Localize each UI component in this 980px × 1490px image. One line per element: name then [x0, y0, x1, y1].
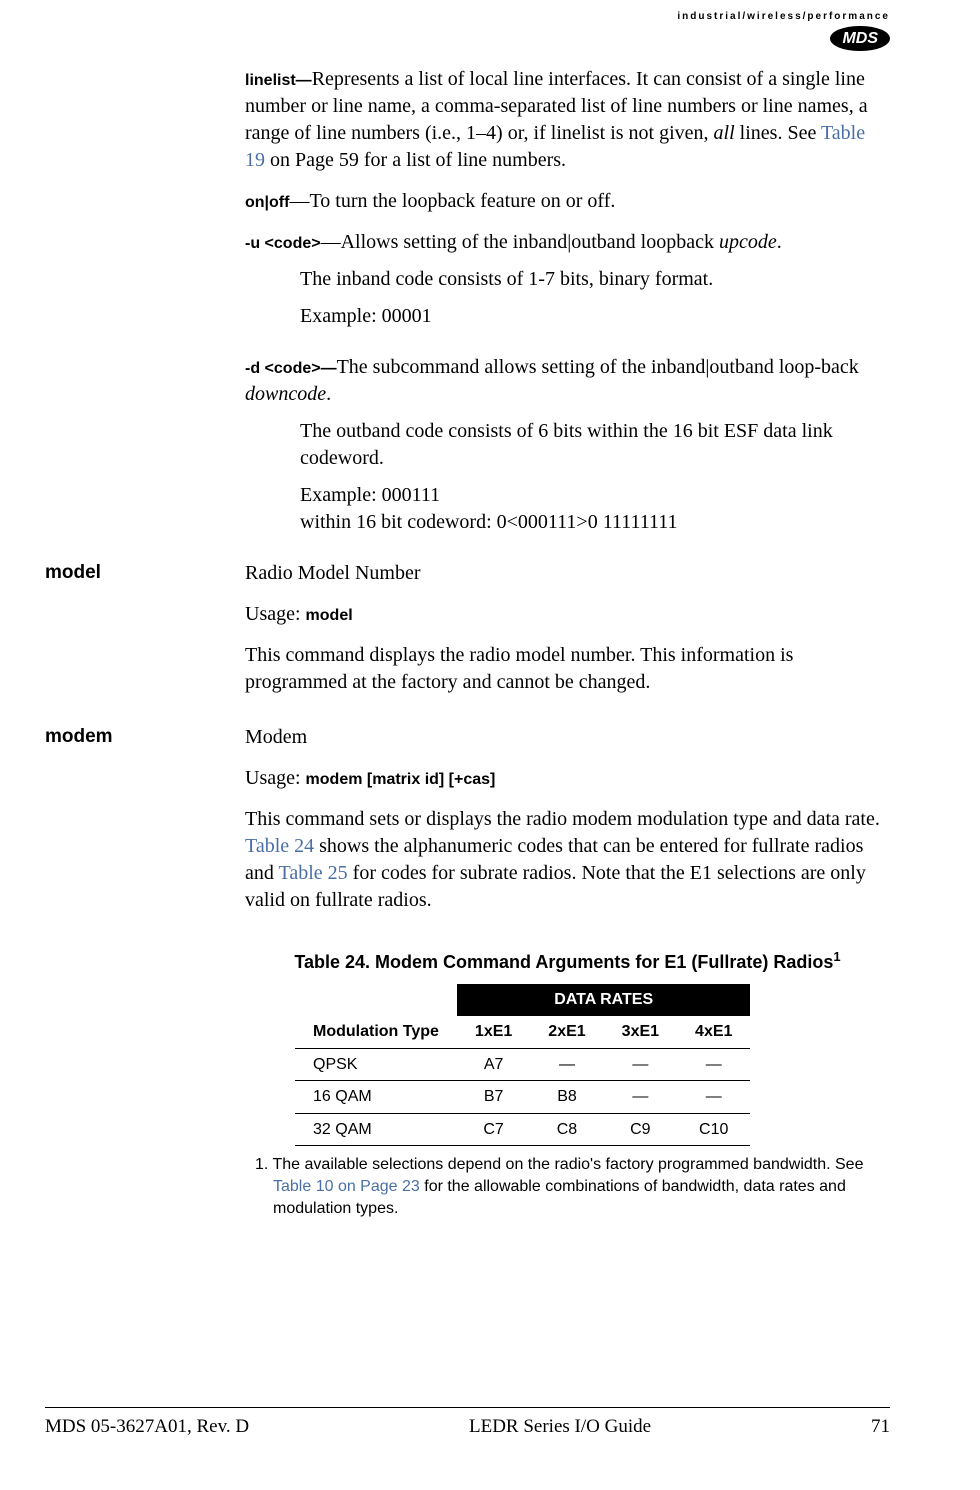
table24: DATA RATES Modulation Type 1xE1 2xE1 3xE… [295, 984, 750, 1146]
footer-center: LEDR Series I/O Guide [469, 1414, 651, 1440]
ucode-cmd: -u <code> [245, 235, 321, 252]
modem-body: Modem Usage: modem [matrix id] [+cas] Th… [245, 724, 890, 928]
table-row: 16 QAM B7 B8 — — [295, 1081, 750, 1114]
table24-col-3: 4xE1 [677, 1016, 750, 1048]
table-row: 32 QAM C7 C8 C9 C10 [295, 1113, 750, 1146]
onoff-paragraph: on|off—To turn the loopback feature on o… [245, 188, 890, 215]
logo-brand: MDS [830, 26, 890, 52]
page-footer: MDS 05-3627A01, Rev. D LEDR Series I/O G… [45, 1407, 890, 1440]
dcode-indent3: within 16 bit codeword: 0<000111>0 11111… [300, 509, 890, 536]
model-desc: This command displays the radio model nu… [245, 642, 890, 696]
onoff-cmd: on|off [245, 194, 289, 211]
dcode-indent1: The outband code consists of 6 bits with… [300, 418, 890, 472]
dcode-block: -d <code>—The subcommand allows setting … [245, 354, 890, 546]
model-usage-cmd: model [306, 607, 353, 624]
modem-usage-cmd: modem [matrix id] [+cas] [306, 771, 496, 788]
dcode-cmd: -d <code>— [245, 360, 337, 377]
table24-title: Table 24. Modem Command Arguments for E1… [245, 948, 890, 974]
table24-col-2: 3xE1 [604, 1016, 677, 1048]
logo-tagline: industrial/wireless/performance [45, 10, 890, 24]
linelist-paragraph: linelist—Represents a list of local line… [245, 66, 890, 174]
table24-rates-header: DATA RATES [457, 984, 751, 1016]
model-label: model [45, 560, 245, 710]
model-body: Radio Model Number Usage: model This com… [245, 560, 890, 710]
table25-link[interactable]: Table 25 [279, 862, 348, 884]
logo-block: industrial/wireless/performance MDS [45, 10, 890, 51]
table24-link[interactable]: Table 24 [245, 835, 314, 857]
ucode-block: -u <code>—Allows setting of the inband|o… [245, 229, 890, 340]
footer-right: 71 [871, 1414, 890, 1440]
table24-footnote: 1. The available selections depend on th… [255, 1154, 890, 1219]
table10-link[interactable]: Table 10 on Page 23 [273, 1178, 420, 1195]
model-title: Radio Model Number [245, 560, 890, 587]
ucode-indent2: Example: 00001 [300, 303, 890, 330]
dcode-indent2: Example: 000111 [300, 482, 890, 509]
ucode-indent1: The inband code consists of 1-7 bits, bi… [300, 266, 890, 293]
table24-col-1: 2xE1 [530, 1016, 603, 1048]
footer-left: MDS 05-3627A01, Rev. D [45, 1414, 249, 1440]
table-row: QPSK A7 — — — [295, 1048, 750, 1081]
modem-title: Modem [245, 724, 890, 751]
table24-col-0: 1xE1 [457, 1016, 530, 1048]
linelist-cmd: linelist— [245, 72, 312, 89]
modem-desc: This command sets or displays the radio … [245, 806, 890, 914]
modem-label: modem [45, 724, 245, 928]
table24-mod-header: Modulation Type [295, 1016, 457, 1048]
